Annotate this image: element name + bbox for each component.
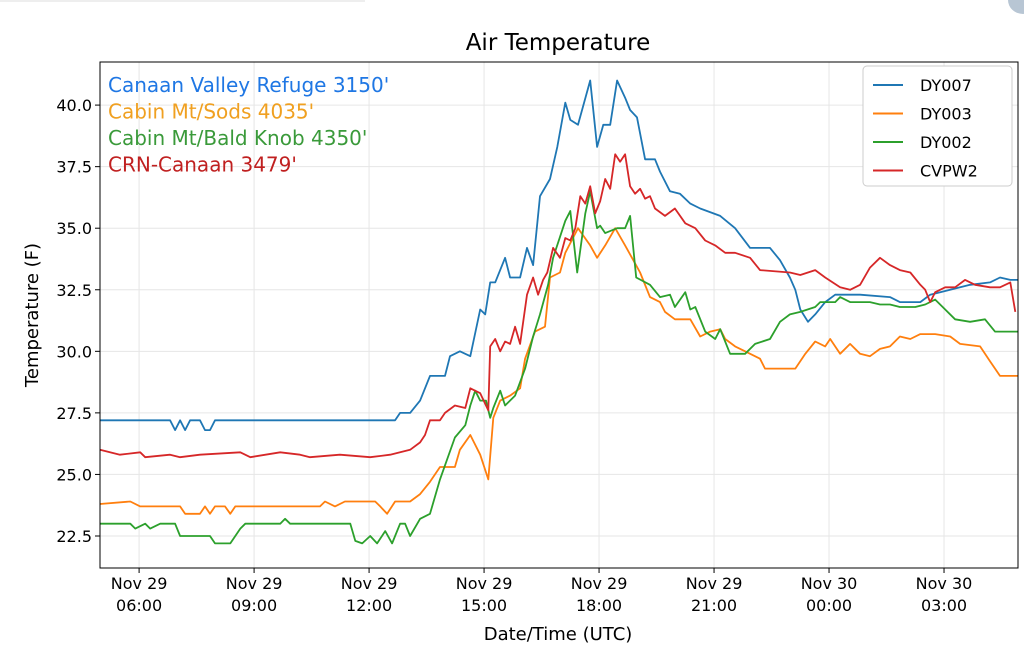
station-label: Cabin Mt/Bald Knob 4350': [108, 126, 367, 150]
series-line-dy002: [100, 190, 1018, 545]
y-axis-label: Temperature (F): [22, 243, 43, 388]
y-tick-label: 30.0: [56, 342, 92, 361]
x-tick-label-time: 03:00: [921, 596, 967, 615]
legend-label-dy002: DY002: [920, 133, 972, 152]
series-lines: [99, 79, 1018, 545]
y-tick-label: 27.5: [56, 404, 92, 423]
x-axis-label: Date/Time (UTC): [484, 624, 633, 645]
x-tick-label-time: 12:00: [346, 596, 392, 615]
y-tick-label: 40.0: [56, 96, 92, 115]
x-tick-label-date: Nov 29: [226, 574, 283, 593]
gridlines: [100, 62, 1018, 568]
y-axis-ticks: 22.5 25.0 27.5 30.0 32.5 35.0 37.5 40.0: [56, 96, 100, 546]
x-tick-label-date: Nov 29: [456, 574, 513, 593]
station-annotations: Canaan Valley Refuge 3150' Cabin Mt/Sods …: [108, 73, 389, 177]
x-axis-ticks: Nov 29 06:00 Nov 29 09:00 Nov 29 12:00 Nov 29 1…: [111, 568, 973, 615]
chart-title: Air Temperature: [466, 30, 651, 56]
top-divider: [0, 0, 365, 2]
x-tick-label-time: 00:00: [806, 596, 852, 615]
x-tick-label-time: 06:00: [116, 596, 162, 615]
x-tick-label-date: Nov 30: [801, 574, 858, 593]
legend-label-cvpw2: CVPW2: [920, 162, 978, 181]
x-tick-label-time: 18:00: [576, 596, 622, 615]
x-tick-label-date: Nov 29: [686, 574, 743, 593]
legend: DY007 DY003 DY002 CVPW2: [862, 65, 1013, 187]
x-tick-label-date: Nov 29: [571, 574, 628, 593]
y-tick-label: 32.5: [56, 281, 92, 300]
legend-label-dy003: DY003: [920, 105, 972, 124]
x-tick-label-date: Nov 29: [341, 574, 398, 593]
station-label: Canaan Valley Refuge 3150': [108, 73, 389, 97]
legend-label-dy007: DY007: [920, 76, 972, 95]
series-line-dy007: [100, 79, 1018, 432]
series-line-dy003: [99, 227, 1018, 515]
legend-box: [862, 65, 1013, 187]
x-tick-label-time: 15:00: [461, 596, 507, 615]
x-tick-label-time: 21:00: [691, 596, 737, 615]
y-tick-label: 25.0: [56, 465, 92, 484]
series-line-cvpw2: [99, 153, 1017, 459]
plot-frame: [99, 61, 1019, 569]
x-tick-label-time: 09:00: [231, 596, 277, 615]
y-tick-label: 37.5: [56, 158, 92, 177]
x-tick-label-date: Nov 29: [111, 574, 168, 593]
y-tick-label: 35.0: [56, 219, 92, 238]
station-label: Cabin Mt/Sods 4035': [108, 100, 314, 124]
station-label: CRN-Canaan 3479': [108, 153, 297, 177]
x-tick-label-date: Nov 30: [916, 574, 973, 593]
y-tick-label: 22.5: [56, 527, 92, 546]
